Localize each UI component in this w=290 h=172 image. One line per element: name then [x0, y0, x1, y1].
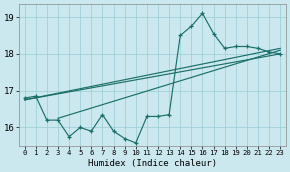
X-axis label: Humidex (Indice chaleur): Humidex (Indice chaleur)	[88, 159, 217, 168]
